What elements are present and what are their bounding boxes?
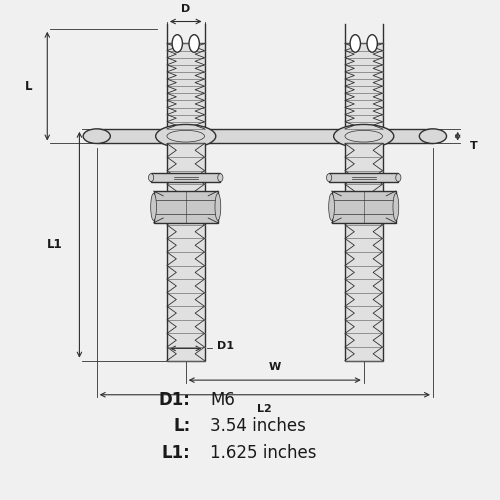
Ellipse shape	[218, 174, 223, 182]
Bar	[345, 144, 383, 360]
Ellipse shape	[350, 34, 360, 52]
Bar	[151, 174, 220, 182]
Bar	[329, 174, 398, 182]
Ellipse shape	[393, 194, 399, 220]
Ellipse shape	[215, 194, 221, 220]
Text: M6: M6	[210, 390, 236, 408]
Text: W: W	[268, 362, 281, 372]
Bar	[167, 44, 204, 129]
Text: D1:: D1:	[159, 390, 190, 408]
Ellipse shape	[326, 174, 332, 182]
Ellipse shape	[328, 194, 334, 220]
Ellipse shape	[148, 174, 154, 182]
Text: L:: L:	[174, 418, 190, 436]
Text: D1: D1	[217, 341, 234, 351]
Text: L1: L1	[46, 238, 62, 251]
Text: 1.625 inches: 1.625 inches	[210, 444, 317, 462]
Bar	[345, 44, 383, 129]
Text: L: L	[25, 80, 32, 92]
Text: T: T	[470, 141, 478, 151]
Bar	[332, 191, 396, 223]
Text: L2: L2	[258, 404, 272, 413]
Ellipse shape	[189, 34, 200, 52]
Ellipse shape	[172, 34, 182, 52]
Bar	[154, 191, 218, 223]
Ellipse shape	[83, 129, 110, 144]
Ellipse shape	[396, 174, 401, 182]
Ellipse shape	[156, 124, 216, 148]
Text: D: D	[181, 4, 190, 14]
Text: L1:: L1:	[162, 444, 190, 462]
Ellipse shape	[334, 124, 394, 148]
Ellipse shape	[420, 129, 446, 144]
Text: 3.54 inches: 3.54 inches	[210, 418, 306, 436]
Bar	[96, 129, 433, 144]
Bar	[167, 144, 204, 360]
Ellipse shape	[345, 130, 383, 142]
Ellipse shape	[167, 130, 204, 142]
Ellipse shape	[150, 194, 156, 220]
Ellipse shape	[367, 34, 378, 52]
